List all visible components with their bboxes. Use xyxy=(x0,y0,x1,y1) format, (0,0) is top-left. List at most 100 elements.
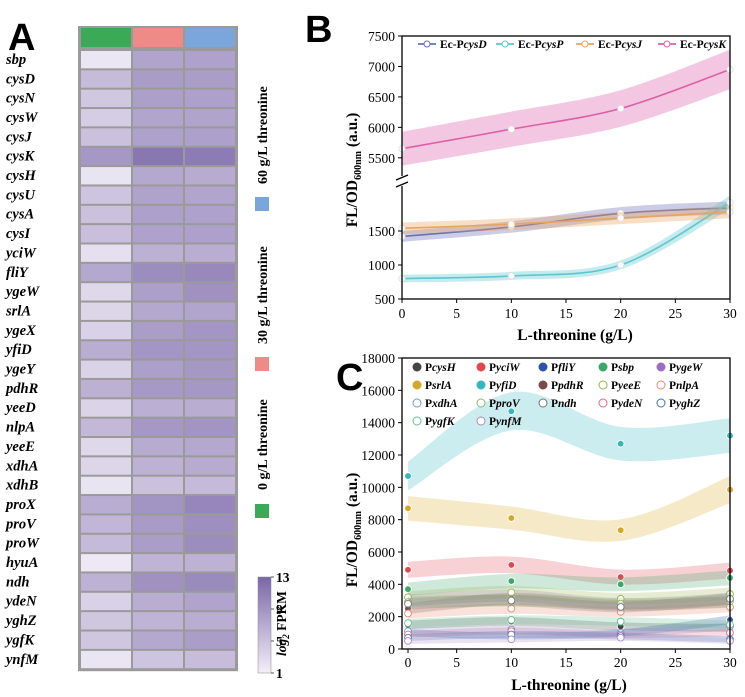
chart-c: 0 2000 4000 6000 8000 10000 12000 14000 16000 180… xyxy=(361,351,737,670)
legend-marker xyxy=(663,40,671,48)
heatmap-gene-label: srlA xyxy=(5,303,31,319)
ytick-label-b: 1500 xyxy=(368,224,395,239)
heatmap-cell xyxy=(133,612,183,630)
data-point xyxy=(404,609,412,618)
series-band xyxy=(408,594,730,610)
heatmap-cell xyxy=(185,457,235,475)
legend-marker xyxy=(412,398,422,408)
xaxis-label-c: L-threonine (g/L) xyxy=(511,677,627,694)
heatmap-cell xyxy=(185,341,235,359)
cond-label-30: 30 g/L threonine xyxy=(256,246,271,344)
data-point xyxy=(616,617,625,626)
heatmap-cell xyxy=(185,612,235,630)
legend-label: PxdhA xyxy=(425,398,458,410)
heatmap-cell xyxy=(133,70,183,88)
legend-label: PygeW xyxy=(669,362,703,374)
ytick-label-c: 6000 xyxy=(368,545,395,560)
heatmap-cell xyxy=(185,496,235,514)
heatmap-cell xyxy=(133,186,183,204)
yaxis-label-b: FL/OD600nm (a.u.) xyxy=(344,113,364,228)
heatmap-gene-label: xdhB xyxy=(5,478,39,494)
heatmap-gene-label: ygeX xyxy=(4,323,36,339)
legend-label: Ec-PcysD xyxy=(440,39,487,51)
colorbar xyxy=(257,576,272,674)
heatmap-cell xyxy=(81,379,131,398)
xtick-label-b: 0 xyxy=(399,306,406,321)
ytick-label-c: 10000 xyxy=(361,480,395,495)
heatmap-cell xyxy=(133,534,183,553)
heatmap-cell xyxy=(133,321,183,340)
data-point xyxy=(507,514,516,522)
legend-label: PyfiD xyxy=(489,380,517,392)
heatmap-gene-label: cysA xyxy=(6,207,35,223)
heatmap-cell xyxy=(133,631,183,649)
legend-marker xyxy=(656,380,666,390)
heatmap-cell xyxy=(81,186,131,204)
data-point xyxy=(507,577,516,585)
heatmap-gene-label: hyuA xyxy=(6,555,39,571)
legend-c: PcysH PyciW PfliY Psbp PygeW PsrlA PyfiD PpdhR P… xyxy=(412,362,703,428)
legend-label: PygfK xyxy=(425,416,456,428)
heatmap-cell xyxy=(133,379,183,398)
heatmap-cell xyxy=(133,147,183,166)
xtick-label-c: 20 xyxy=(614,655,628,670)
data-point xyxy=(404,504,412,513)
heatmap-cell xyxy=(185,205,235,224)
legend-marker xyxy=(598,398,608,408)
series-band xyxy=(408,622,730,637)
heatmap-cell xyxy=(133,515,183,533)
heatmap-gene-label: yciW xyxy=(4,245,37,261)
heatmap-cell xyxy=(185,89,235,108)
heatmap-cell xyxy=(185,360,235,378)
ytick-label-c: 0 xyxy=(388,642,395,657)
heatmap-cell xyxy=(185,244,235,262)
heatmap-cell xyxy=(185,186,235,204)
legend-marker xyxy=(538,362,548,372)
legend-marker xyxy=(476,416,486,426)
heatmap-cell xyxy=(185,109,235,127)
heatmap-gene-label: ndh xyxy=(6,574,29,590)
legend-label: PydeN xyxy=(611,398,643,410)
heatmap-gene-label: cysI xyxy=(6,226,32,242)
heatmap-cell xyxy=(81,650,131,669)
heatmap-gene-label: yeeE xyxy=(4,439,35,455)
heatmap-cell xyxy=(185,399,235,417)
ytick-label-c: 2000 xyxy=(368,610,395,625)
data-point xyxy=(616,603,625,611)
chart-b: 5500 6000 6500 7000 7500 500 1000 1500 0 5 10 15 20 2… xyxy=(368,29,737,321)
data-point xyxy=(404,619,412,627)
heatmap-gene-label: proX xyxy=(4,497,36,513)
data-point xyxy=(404,637,412,645)
heatmap-cell xyxy=(185,70,235,88)
heatmap-cell xyxy=(185,263,235,282)
legend-label: PyeeE xyxy=(611,380,641,392)
heatmap-column-header xyxy=(133,28,183,47)
heatmap-column-header xyxy=(81,28,131,47)
heatmap-cell xyxy=(81,457,131,475)
colorbar-tick-label: 13 xyxy=(276,570,290,585)
heatmap-cell xyxy=(133,399,183,417)
legend-marker xyxy=(476,362,486,372)
heatmap-cell xyxy=(133,554,183,572)
series-line xyxy=(401,207,731,238)
legend-label: PynfM xyxy=(489,416,522,428)
colorbar-tick-label: 5 xyxy=(276,634,283,649)
heatmap-cell xyxy=(81,573,131,591)
heatmap-gene-label: yeeD xyxy=(4,400,36,416)
data-point xyxy=(616,573,625,581)
heatmap-cell xyxy=(81,283,131,301)
cond-swatch-60 xyxy=(255,197,269,211)
heatmap-cell xyxy=(81,515,131,533)
heatmap-cell xyxy=(133,418,183,436)
heatmap-cell xyxy=(81,302,131,320)
legend-label: PpdhR xyxy=(551,380,584,392)
ytick-label-b: 1000 xyxy=(368,258,395,273)
heatmap-cell xyxy=(133,128,183,146)
heatmap-cell xyxy=(81,418,131,436)
series-band xyxy=(408,592,730,614)
heatmap-cell xyxy=(81,360,131,378)
heatmap-cell xyxy=(133,457,183,475)
heatmap-cell xyxy=(133,225,183,243)
heatmap-cell xyxy=(133,244,183,262)
heatmap-cell xyxy=(81,225,131,243)
